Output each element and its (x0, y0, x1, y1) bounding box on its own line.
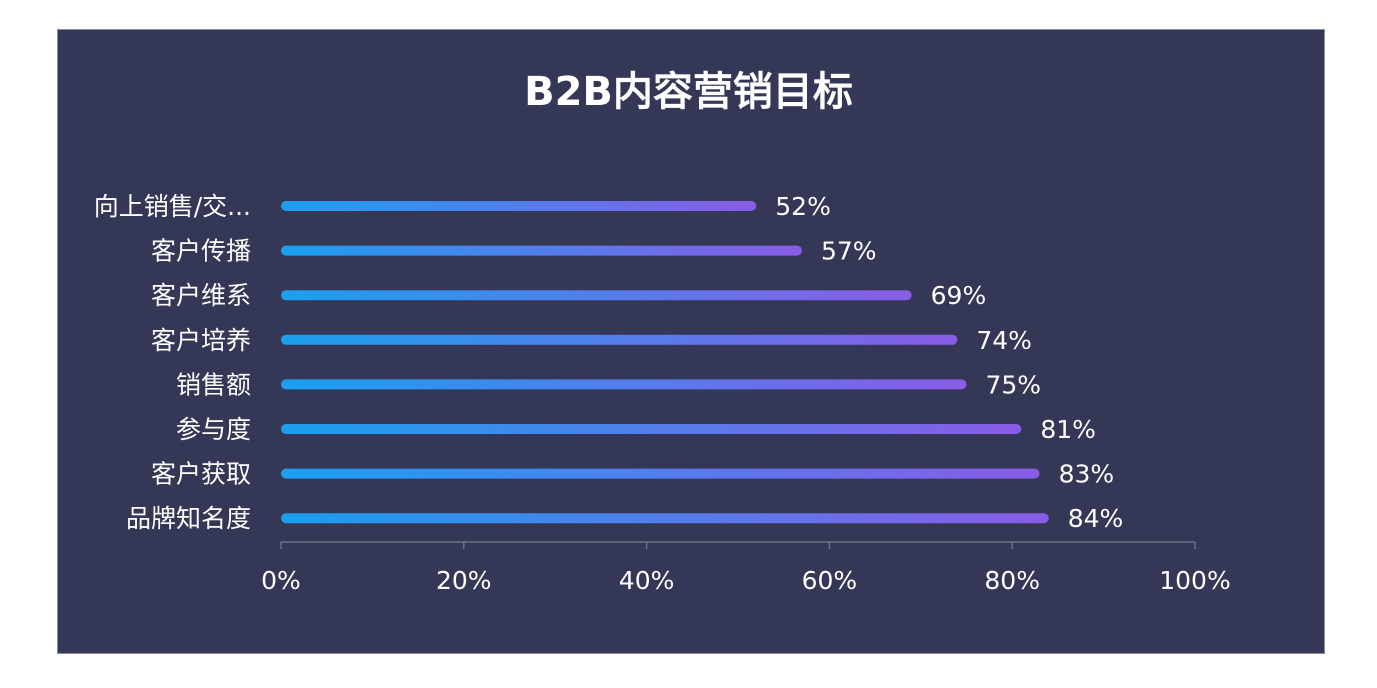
category-label: 客户传播 (151, 237, 251, 266)
chart-title: B2B内容营销目标 (524, 69, 853, 115)
value-label: 84% (1068, 504, 1124, 533)
bar (281, 290, 912, 301)
x-tick-label: 40% (619, 566, 675, 595)
bar (281, 424, 1022, 434)
bar (281, 513, 1049, 524)
x-tick-label: 20% (436, 566, 492, 595)
category-label: 客户维系 (151, 281, 251, 310)
bar (281, 334, 958, 345)
category-label: 向上销售/交... (94, 192, 251, 221)
value-label: 75% (986, 370, 1042, 399)
value-label: 52% (775, 192, 831, 221)
value-label: 81% (1040, 415, 1096, 444)
category-label: 品牌知名度 (126, 504, 251, 533)
x-tick-label: 60% (802, 566, 858, 595)
x-tick-label: 80% (984, 566, 1040, 595)
category-label: 客户培养 (151, 326, 251, 355)
category-label: 销售额 (176, 370, 251, 399)
bar (281, 468, 1040, 479)
value-label: 83% (1059, 460, 1115, 489)
x-tick-label: 100% (1159, 566, 1230, 595)
value-label: 74% (976, 326, 1032, 355)
category-label: 参与度 (176, 415, 251, 444)
bar (281, 201, 757, 211)
bar (281, 379, 967, 390)
x-tick-label: 0% (261, 566, 301, 595)
value-label: 57% (821, 237, 877, 266)
category-label: 客户获取 (151, 460, 251, 489)
bar (281, 245, 802, 256)
value-label: 69% (931, 281, 987, 310)
